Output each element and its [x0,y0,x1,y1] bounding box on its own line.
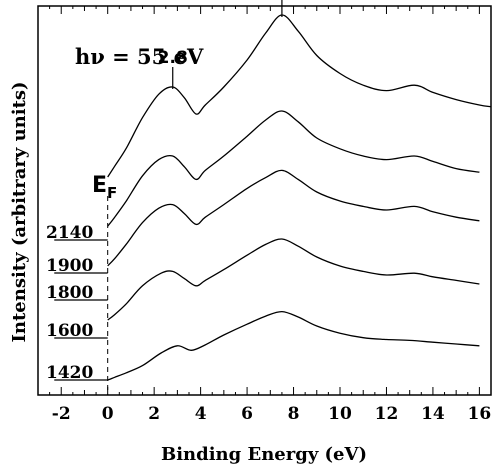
series-line-1900 [107,110,480,227]
x-axis-ticks [37,6,492,395]
x-axis-label: Binding Energy (eV) [161,444,367,464]
series-label-1600: 1600 [46,321,93,341]
y-axis-label: Intensity (arbitrary units) [9,81,30,342]
peak-annotations: 2.87.5 [158,0,283,89]
series-label-1420: 1420 [46,363,93,383]
series-label-1900: 1900 [46,256,93,276]
x-tick-label: 0 [102,404,114,424]
series-label-2140: 2140 [46,223,93,243]
series-labels: 1420 1600 1800 1900 2140 [46,223,108,383]
x-tick-label: 14 [421,404,445,424]
x-tick-label: 4 [195,404,207,424]
fermi-label-main: E [92,173,107,198]
series-label-1800: 1800 [46,283,93,303]
series-group [107,14,492,381]
fermi-label-sub: F [107,184,117,202]
x-tick-label: 16 [468,404,492,424]
x-tick-label: 12 [375,404,399,424]
photon-energy-label: hν = 55 eV [75,44,204,69]
x-tick-label: 6 [241,404,253,424]
series-line-2140 [107,14,492,178]
peak-label-2.8: 2.8 [158,48,188,68]
series-line-1800 [107,169,480,267]
series-line-1600 [107,238,480,321]
x-tick-label: 8 [288,404,300,424]
x-tick-label: 10 [328,404,352,424]
x-axis-tick-labels: -2 0 2 4 6 8 10 12 14 16 [52,404,491,424]
x-tick-label: -2 [52,404,71,424]
plot-frame [37,5,492,396]
series-line-1420 [107,310,480,381]
x-tick-label: 2 [148,404,160,424]
fermi-label: EF [92,173,117,202]
